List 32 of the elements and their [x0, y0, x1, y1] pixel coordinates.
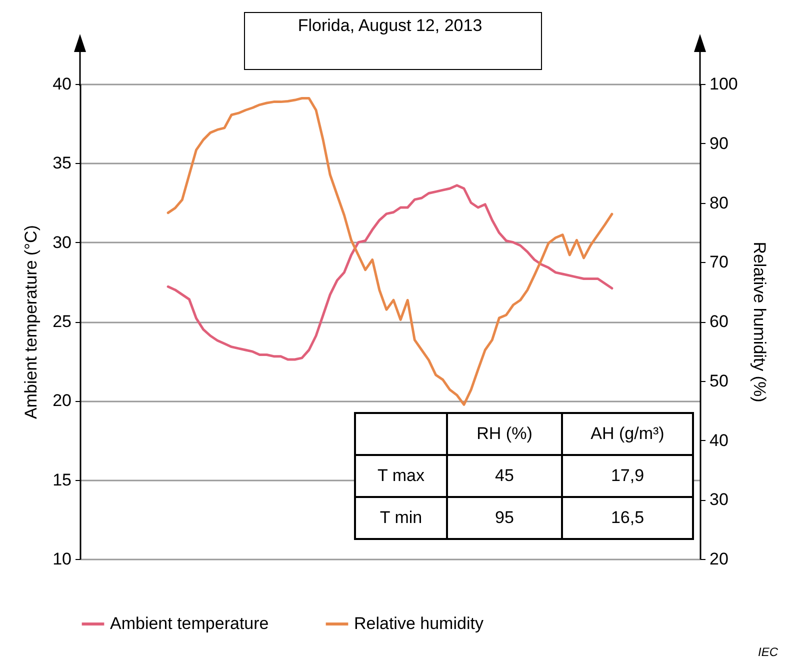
legend-label: Ambient temperature: [110, 614, 269, 633]
annotation: T max: [355, 455, 447, 497]
y2-axis-title: Relative humidity (%): [750, 242, 769, 402]
annotation: RH (%): [447, 413, 562, 455]
line-series: [166, 97, 614, 406]
y2-tick-label: 100: [710, 74, 738, 94]
y-tick-label: 35: [52, 154, 72, 173]
y2-tick-label: 40: [710, 430, 728, 450]
annotation: T min: [355, 497, 447, 539]
annotation: AH (g/m³): [562, 413, 693, 455]
y2-tick-label: 60: [710, 312, 728, 331]
y-tick-label: 20: [52, 391, 72, 410]
annotation: 95: [447, 497, 562, 539]
annotation: 45: [447, 455, 562, 497]
y-tick-label: 10: [52, 550, 72, 568]
y2-tick-label: 20: [710, 550, 728, 568]
text: IEC: [758, 645, 778, 659]
y-tick-label: 25: [52, 312, 72, 331]
y2-tick-label: 50: [710, 371, 728, 390]
y2-tick-label: 90: [710, 134, 728, 153]
y-tick-label: 15: [52, 470, 72, 490]
chart-title: Florida, August 12, 2013: [298, 16, 482, 35]
y2-tick-label: 30: [710, 490, 728, 510]
y2-tick-label: 70: [710, 252, 728, 272]
annotation: 16,5: [562, 497, 693, 539]
y2-tick-label: 80: [710, 193, 728, 212]
legend-label: Relative humidity: [354, 614, 484, 633]
annotation: 17,9: [562, 455, 693, 497]
y-tick-label: 40: [52, 74, 72, 94]
y-axis-title: Ambient temperature (°C): [22, 225, 41, 419]
line-series: [166, 184, 614, 361]
y-tick-label: 30: [52, 232, 72, 252]
